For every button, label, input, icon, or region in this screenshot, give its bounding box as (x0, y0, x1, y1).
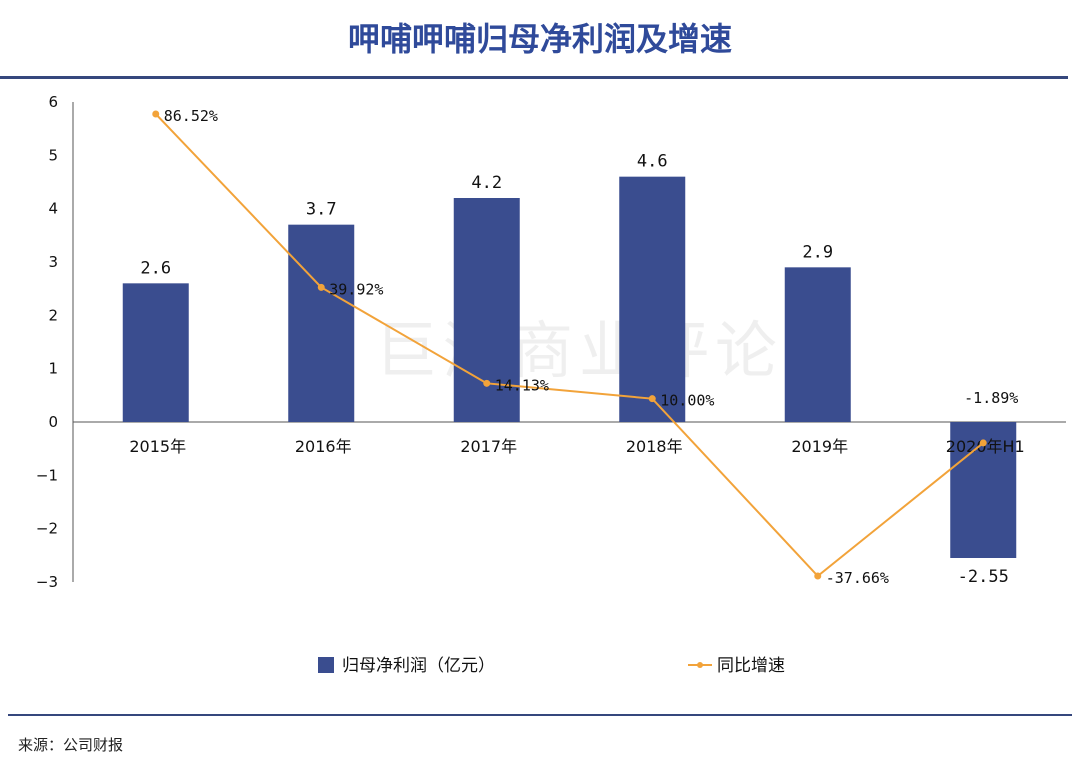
growth-data-label: -1.89% (964, 389, 1018, 407)
y-tick-label: −1 (36, 466, 58, 484)
x-tick-label: 2016年 (295, 437, 352, 456)
x-tick-label: 2015年 (129, 437, 186, 456)
y-tick-label: 2 (48, 306, 58, 324)
growth-point (483, 379, 491, 387)
bar-data-label: 3.7 (306, 200, 337, 220)
page-title: 呷哺呷哺归母净利润及增速 (347, 20, 732, 58)
growth-point (648, 395, 656, 403)
growth-point (979, 439, 987, 447)
bar (784, 267, 851, 422)
source-note: 来源：公司财报 (18, 736, 124, 754)
growth-data-label: 86.52% (164, 107, 218, 125)
legend-label-bar: 归母净利润（亿元） (342, 656, 495, 676)
growth-point (152, 110, 160, 118)
growth-data-label: 14.13% (495, 376, 549, 394)
y-tick-label: 5 (48, 146, 58, 164)
growth-data-label: 39.92% (329, 280, 383, 298)
watermark: 巨潮商业评论 (375, 314, 784, 387)
legend-swatch-bar (318, 657, 334, 673)
growth-line (155, 113, 984, 578)
bar-data-label: 4.2 (471, 173, 502, 193)
bar (122, 283, 189, 422)
y-tick-label: 1 (48, 360, 58, 378)
top-divider (0, 76, 1068, 79)
y-tick-label: −3 (36, 573, 58, 591)
growth-data-label: 10.00% (660, 392, 714, 410)
legend-label-line: 同比增速 (717, 656, 785, 676)
growth-data-label: -37.66% (826, 569, 889, 587)
y-tick-label: 0 (48, 413, 58, 431)
growth-point (317, 283, 325, 291)
x-tick-label: 2018年 (626, 437, 683, 456)
bar-data-label: 2.6 (140, 258, 171, 278)
bottom-divider (8, 714, 1072, 716)
chart: 6 5 4 3 2 1 0 −1 −2 −3 2.6 3.7 4.2 4.6 2.9 -2.55 2015年 20… (36, 93, 1066, 676)
y-tick-label: 4 (48, 200, 58, 218)
bar (288, 224, 355, 422)
bar (619, 176, 686, 422)
y-tick-label: 3 (48, 253, 58, 271)
bar-data-label: 4.6 (637, 152, 668, 172)
x-tick-label: 2019年 (791, 437, 848, 456)
y-tick-label: −2 (36, 520, 58, 538)
x-tick-label: 2017年 (460, 437, 517, 456)
bar-data-label: -2.55 (958, 567, 1009, 587)
y-tick-label: 6 (48, 93, 58, 111)
x-tick-label: 2020年H1 (946, 437, 1025, 456)
growth-point (814, 572, 822, 580)
bar-data-label: 2.9 (802, 242, 833, 262)
legend-swatch-line-marker (697, 662, 703, 668)
